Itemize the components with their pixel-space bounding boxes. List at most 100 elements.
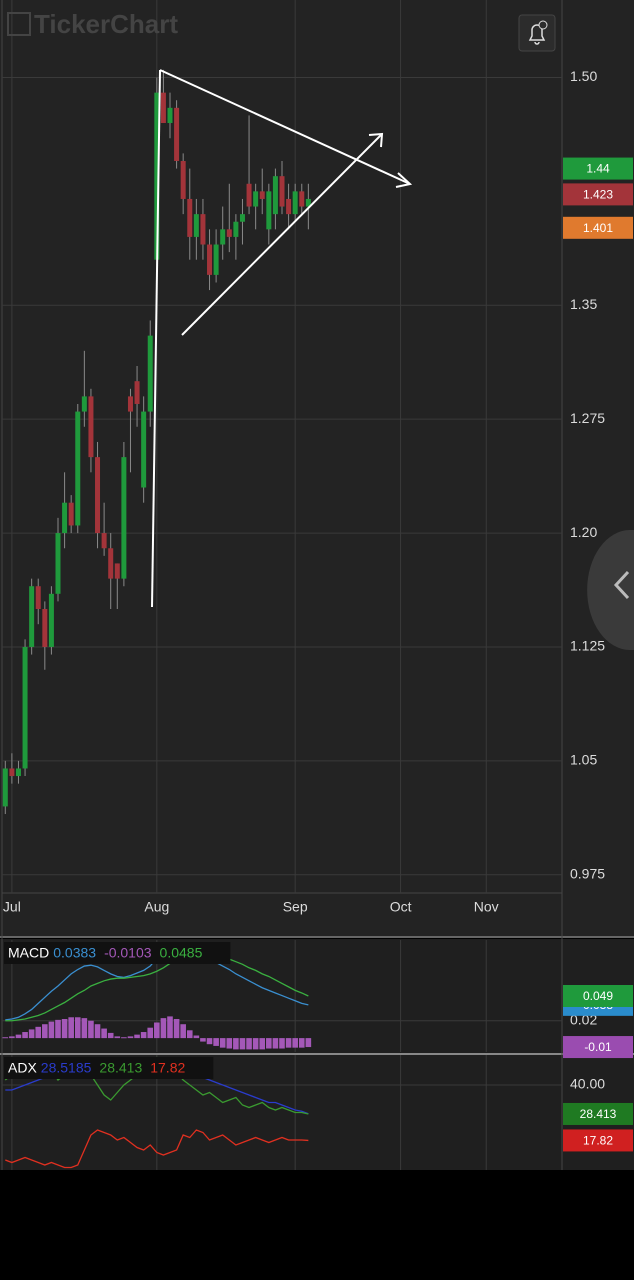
histogram-bar <box>22 1032 28 1039</box>
candle-body <box>134 381 140 404</box>
histogram-bar <box>28 1029 35 1039</box>
plus-icon <box>538 20 548 30</box>
candle-body <box>141 411 147 488</box>
histogram-bar <box>285 1038 292 1048</box>
candle-body <box>233 221 239 237</box>
logo-text: TickerChart <box>34 9 178 39</box>
arrow-head <box>368 132 384 148</box>
macd-chart: 0.02MACD0.0383-0.01030.04850.0380.049-0.… <box>2 942 633 1059</box>
candle-body <box>272 176 278 215</box>
indicator-value: 0.0383 <box>53 945 96 961</box>
indicator-line <box>5 951 309 1022</box>
indicator-value: 17.82 <box>150 1060 185 1076</box>
chevron-icon <box>613 570 630 600</box>
candle-body <box>160 92 166 124</box>
histogram-bar <box>94 1024 101 1039</box>
histogram-bar <box>68 1017 74 1039</box>
candle-body <box>121 457 127 579</box>
histogram-bar <box>252 1038 259 1050</box>
candle-body <box>22 646 28 769</box>
indicator-title: ADX <box>8 1060 37 1076</box>
y-tick-label: 1.125 <box>570 638 605 654</box>
candle-body <box>207 244 213 275</box>
value-marker-label: 17.82 <box>583 1134 613 1148</box>
bell-icon <box>528 24 546 45</box>
price-chart: 1.50 1.35 1.275 1.20 1.125 1.05 0.975 Jul Aug Sep… <box>2 0 633 1170</box>
candle-body <box>75 411 81 526</box>
adx-chart: 40.00 ADX 28.5185 28.413 17.82 28.413 17.82 <box>2 1056 633 1169</box>
histogram-bar <box>154 1022 160 1039</box>
y-tick-label: 1.05 <box>570 752 597 768</box>
histogram-bar <box>15 1034 22 1039</box>
arrow-head <box>395 172 413 188</box>
x-tick-label: Jul <box>3 899 21 915</box>
histogram-bar <box>200 1038 206 1042</box>
indicator-title: MACD <box>8 945 49 961</box>
histogram-bar <box>107 1032 114 1039</box>
trend-drawings <box>151 69 413 608</box>
candle-body <box>253 191 259 207</box>
histogram-bar <box>272 1038 279 1049</box>
x-tick-label: Oct <box>390 899 412 915</box>
histogram-bar <box>74 1017 81 1039</box>
candle-body <box>9 768 15 777</box>
candle-body <box>292 191 298 215</box>
candle-body <box>127 396 133 412</box>
candle-body <box>154 92 160 260</box>
candle-body <box>101 533 107 549</box>
histogram-bar <box>186 1030 193 1039</box>
x-tick-label: Nov <box>474 899 499 915</box>
pennant-upper-line <box>159 69 411 185</box>
histogram-bar <box>147 1027 154 1039</box>
candle-body <box>29 586 35 647</box>
candle-body <box>226 229 232 237</box>
candle-body <box>15 768 21 777</box>
y-tick-label: 1.20 <box>570 524 597 540</box>
candle-body <box>246 183 252 207</box>
histogram-bar <box>160 1018 167 1039</box>
x-tick-label: Aug <box>144 899 169 915</box>
candle-body <box>259 191 265 199</box>
histogram-bar <box>266 1038 272 1049</box>
alert-button[interactable] <box>518 14 556 52</box>
alert-button-bg[interactable] <box>518 14 556 52</box>
candle-body <box>81 396 87 412</box>
logo-icon <box>7 12 31 36</box>
candle-body <box>55 533 61 594</box>
candle-body <box>88 396 94 458</box>
candle-body <box>305 198 311 207</box>
indicator-header <box>4 942 231 964</box>
candle-body <box>167 107 173 124</box>
value-marker-label: 0.049 <box>583 989 613 1003</box>
flagpole-line <box>151 69 161 608</box>
logo: TickerChart <box>7 9 178 39</box>
drawer-tab[interactable] <box>587 530 634 650</box>
histogram-bar <box>9 1036 15 1039</box>
y-tick-label: 0.975 <box>570 865 605 881</box>
histogram-bar <box>193 1035 200 1039</box>
side-drawer-toggle[interactable] <box>587 530 634 650</box>
histogram-bar <box>48 1021 55 1039</box>
value-marker-label: 1.44 <box>586 162 610 176</box>
value-marker <box>563 216 633 239</box>
y-tick-label: 1.35 <box>570 296 597 312</box>
value-marker <box>563 1129 633 1152</box>
candle-body <box>279 176 285 207</box>
y-tick-label: 40.00 <box>570 1076 605 1092</box>
candle-body <box>95 457 101 534</box>
value-marker <box>563 1036 633 1059</box>
histogram-bar <box>114 1036 121 1039</box>
candle-body <box>2 768 8 807</box>
candle-body <box>108 548 114 579</box>
histogram-bar <box>206 1038 213 1045</box>
histogram-bar <box>140 1032 147 1039</box>
candle-body <box>200 214 206 245</box>
histogram-bar <box>127 1036 134 1039</box>
histogram-bar <box>55 1019 61 1039</box>
candle-body <box>213 244 219 275</box>
histogram-bar <box>292 1038 298 1048</box>
indicator-value: 28.413 <box>99 1060 142 1076</box>
histogram-bar <box>239 1038 246 1050</box>
